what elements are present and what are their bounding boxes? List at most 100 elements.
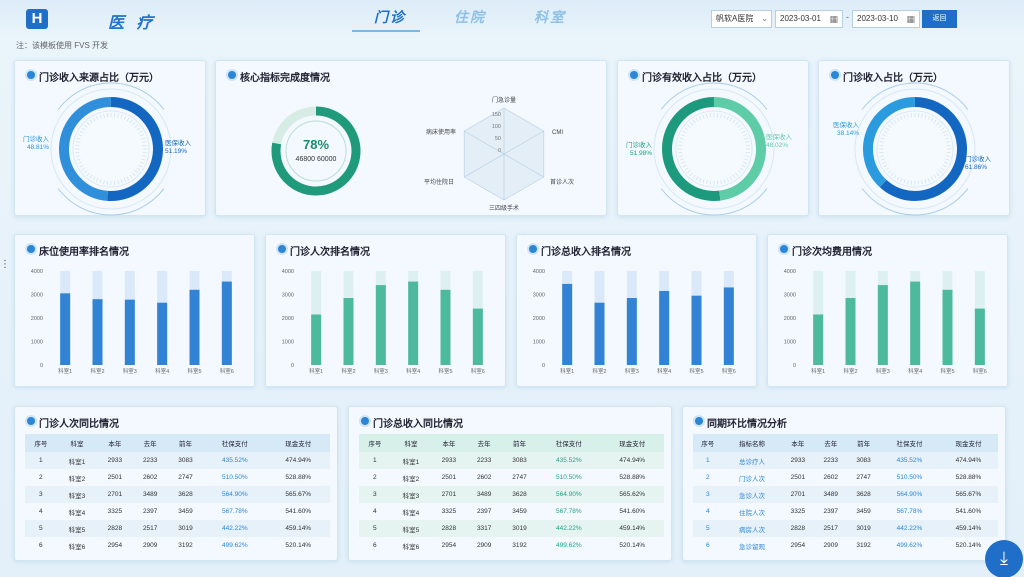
donut-tick: [84, 170, 88, 174]
tab-inpatient[interactable]: 住院: [454, 9, 486, 25]
bar: [189, 289, 200, 365]
table-row: 4 住院人次 3325 2397 3459 567.78% 541.60%: [693, 503, 998, 520]
table-cell: 6: [373, 542, 377, 549]
y-tick-label: 2000: [31, 316, 43, 322]
data-table: 序号 科室 本年 去年 前年 社保支付 现金支付 1 科室1 2933 2233 3083 435.52…: [359, 434, 664, 554]
side-handle-icon[interactable]: ⋮: [0, 259, 10, 270]
table-cell: 565.67%: [266, 486, 330, 503]
bar: [659, 290, 670, 365]
table-cell: 3019: [847, 520, 880, 537]
donut-tick: [739, 127, 744, 131]
donut-tick: [75, 155, 80, 157]
download-icon[interactable]: ⤓: [985, 540, 1023, 577]
donut-tick: [946, 141, 951, 143]
card-title: 门诊收入来源占比（万元）: [27, 69, 159, 84]
start-date-input[interactable]: 2023-03-01 ▦: [775, 10, 843, 28]
column-header: 指标名称: [722, 434, 782, 452]
table-cell: 3083: [501, 452, 538, 469]
donut-tick: [927, 115, 930, 120]
x-tick-label: 科室6: [220, 367, 234, 375]
donut-tick: [924, 114, 927, 119]
radar-axis-label: CMI: [552, 130, 563, 136]
donut-card-income-source: 门诊收入来源占比（万元） 门诊收入 48.81% 医保收入 51.19%: [14, 60, 206, 216]
donut-slice: [59, 97, 112, 201]
calendar-icon: ▦: [906, 14, 915, 24]
donut-tick: [942, 130, 947, 134]
hospital-select[interactable]: 帆软A医院 ⌄: [711, 10, 772, 28]
donut-tick: [883, 130, 888, 134]
table-cell: 3019: [167, 520, 204, 537]
donut-tick: [92, 176, 96, 181]
radar-tick-label: 50: [495, 136, 501, 142]
table-cell: 3317: [466, 520, 502, 537]
donut-tick: [936, 122, 940, 126]
x-tick-label: 科室4: [406, 367, 420, 375]
table-row: 1 科室1 2933 2233 3083 435.52% 474.94%: [25, 452, 330, 469]
donut-tick: [123, 178, 126, 183]
table-cell: 2933: [431, 452, 467, 469]
table-cell: 科室5: [390, 520, 432, 537]
table-cell: 2701: [781, 486, 815, 503]
donut-tick: [79, 164, 84, 168]
table-card-2: 门诊总收入同比情况 序号 科室 本年 去年 前年 社保支付 现金支付 1 科室1 2933 2233…: [348, 406, 672, 561]
x-tick-label: 科室5: [187, 367, 201, 375]
donut-tick: [81, 127, 86, 131]
table-cell: 474.94%: [938, 452, 998, 469]
bar-chart: 0 1000 2000 3000 4000 科室1 科室2 科室3 科室4 科室5 科室6: [282, 269, 485, 375]
table-cell: 3: [25, 486, 57, 503]
radar-card-core-indicators: 核心指标完成度情况 78% 46800 60000 门急诊量 CMI 首诊人次 三四级手术…: [215, 60, 607, 216]
donut-card-effective-income: 门诊有效收入占比（万元） 门诊收入 51.98% 医保收入 48.02%: [617, 60, 809, 216]
donut-tick: [732, 119, 736, 124]
table-cell: 499.62%: [555, 542, 582, 549]
donut-tick: [140, 161, 145, 164]
radar-axis-label: 平均住院日: [424, 178, 454, 186]
gauge-subtext: 46800 60000: [296, 156, 337, 163]
donut-tick: [881, 161, 886, 164]
tab-outpatient[interactable]: 门诊: [374, 9, 406, 25]
donut-slice: [107, 97, 163, 201]
bar: [910, 281, 921, 365]
y-tick-label: 4000: [784, 269, 796, 275]
donut-tick: [695, 176, 699, 181]
donut-deco-arc: [660, 188, 768, 216]
donut-tick: [134, 170, 138, 174]
card-title: 门诊人次同比情况: [27, 415, 119, 430]
donut-tick: [92, 117, 96, 122]
bar: [124, 299, 135, 365]
y-tick-label: 0: [542, 363, 545, 369]
donut-tick: [120, 114, 123, 119]
end-date-input[interactable]: 2023-03-10 ▦: [852, 10, 920, 28]
table-cell: 3: [359, 486, 391, 503]
donut-tick: [885, 167, 890, 171]
donut-tick: [706, 180, 708, 185]
column-header: 序号: [693, 434, 723, 452]
table-cell: 442.22%: [203, 520, 267, 537]
tab-department[interactable]: 科室: [534, 9, 566, 25]
donut-tick: [89, 119, 93, 124]
table-cell: 541.60%: [955, 508, 982, 515]
bar: [845, 298, 856, 365]
table-cell: 564.90%: [879, 486, 939, 503]
table-cell: 565.67%: [938, 486, 998, 503]
bar: [408, 281, 419, 365]
radar-axis-label: 三四级手术: [489, 204, 519, 212]
table-cell: 3628: [167, 486, 204, 503]
donut-tick: [880, 158, 885, 161]
donut-tick: [940, 167, 945, 171]
table-cell: 科室6: [68, 543, 86, 551]
radar-tick-label: 150: [492, 112, 501, 118]
table-header-row: 序号 科室 本年 去年 前年 社保支付 现金支付: [359, 434, 664, 452]
donut-tick: [138, 164, 143, 168]
donut-tick: [680, 134, 685, 137]
table-cell: 科室4: [402, 509, 420, 517]
table-cell: 2233: [814, 452, 848, 469]
donut-tick: [140, 134, 145, 137]
table-cell: 2828: [431, 520, 467, 537]
donut-tick: [702, 114, 705, 119]
donut-tick: [907, 180, 909, 185]
back-button[interactable]: 返回: [922, 10, 957, 28]
card-title: 门诊有效收入占比（万元）: [630, 69, 762, 84]
table-cell: 499.62%: [896, 542, 923, 549]
donut-tick: [896, 117, 900, 122]
donut-tick: [890, 172, 894, 176]
